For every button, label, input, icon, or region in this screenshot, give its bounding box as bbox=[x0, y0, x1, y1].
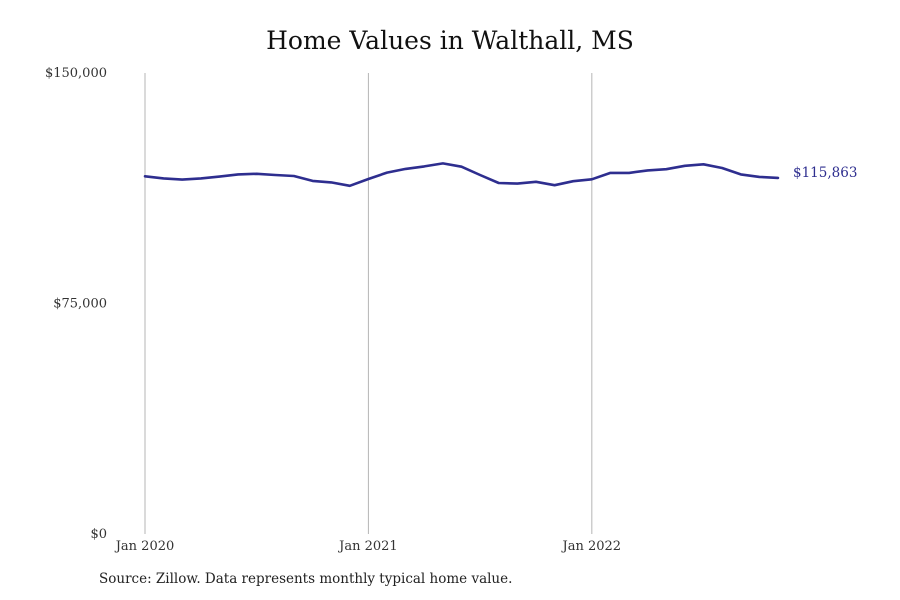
gridlines bbox=[144, 73, 593, 534]
x-tick-label: Jan 2022 bbox=[561, 539, 622, 554]
home-value-line bbox=[143, 162, 780, 188]
x-axis-ticks: Jan 2020 Jan 2021 Jan 2022 bbox=[114, 539, 621, 554]
chart-title: Home Values in Walthall, MS bbox=[266, 26, 634, 55]
source-note: Source: Zillow. Data represents monthly … bbox=[99, 571, 513, 587]
end-value-label: $115,863 bbox=[793, 165, 857, 181]
y-tick-label: $0 bbox=[90, 527, 107, 542]
series-layer bbox=[143, 162, 780, 188]
y-tick-label: $75,000 bbox=[53, 297, 107, 312]
y-tick-label: $150,000 bbox=[45, 66, 107, 81]
x-tick-label: Jan 2021 bbox=[337, 539, 398, 554]
label-layer: $115,863 bbox=[793, 165, 857, 181]
x-tick-label: Jan 2020 bbox=[114, 539, 175, 554]
y-axis-ticks: $0 $75,000 $150,000 bbox=[45, 66, 107, 542]
